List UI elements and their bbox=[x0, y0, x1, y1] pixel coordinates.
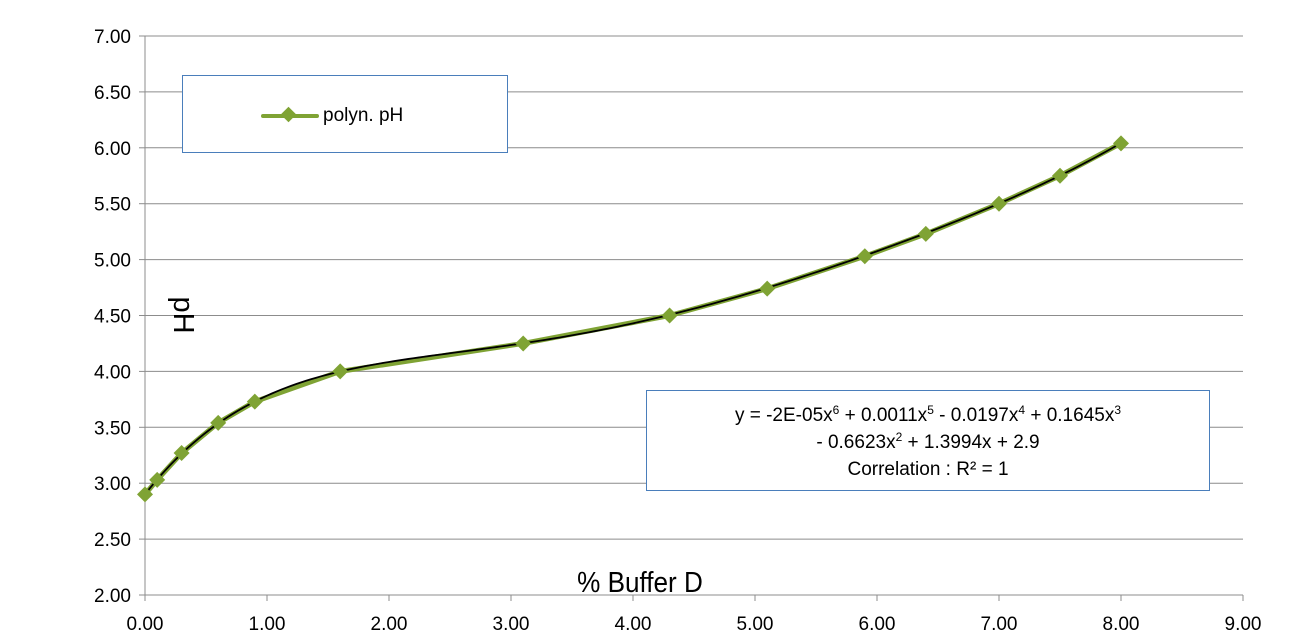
x-tick-label: 7.00 bbox=[981, 614, 1018, 635]
data-point bbox=[515, 335, 532, 352]
data-point bbox=[856, 248, 873, 265]
data-point bbox=[246, 393, 263, 410]
x-tick-label: 1.00 bbox=[249, 614, 286, 635]
data-point bbox=[149, 471, 166, 488]
legend: polyn. pH bbox=[182, 75, 508, 153]
y-tick-label: 4.00 bbox=[94, 362, 131, 383]
y-tick-label: 6.50 bbox=[94, 83, 131, 104]
y-axis-title: pH bbox=[167, 296, 199, 333]
y-tick-label: 5.00 bbox=[94, 251, 131, 272]
data-point bbox=[991, 195, 1007, 212]
data-point bbox=[917, 225, 934, 242]
y-tick-label: 6.00 bbox=[94, 139, 131, 160]
trendline-equation: y = -2E-05x6 + 0.0011x5 - 0.0197x4 + 0.1… bbox=[646, 390, 1210, 491]
data-point bbox=[1113, 135, 1129, 152]
x-axis-title: % Buffer D bbox=[577, 566, 703, 599]
data-point bbox=[661, 307, 678, 324]
data-point bbox=[137, 486, 153, 503]
data-point bbox=[173, 445, 190, 462]
x-tick-label: 6.00 bbox=[859, 614, 896, 635]
legend-label: polyn. pH bbox=[323, 105, 404, 126]
data-point bbox=[210, 414, 227, 431]
legend-swatch bbox=[261, 106, 319, 123]
y-tick-label: 5.50 bbox=[94, 195, 131, 216]
x-tick-label: 8.00 bbox=[1103, 614, 1140, 635]
x-tick-label: 0.00 bbox=[127, 614, 164, 635]
gridlines bbox=[145, 35, 1243, 540]
x-tick-label: 9.00 bbox=[1225, 614, 1262, 635]
correlation-text: Correlation : R² = 1 bbox=[847, 459, 1009, 480]
y-tick-label: 3.00 bbox=[94, 474, 131, 495]
data-point bbox=[332, 363, 349, 380]
y-tick-label: 7.00 bbox=[94, 27, 131, 48]
y-tick-labels: 2.00 2.50 3.00 3.50 4.00 4.50 5.00 5.50 6.00 6.50… bbox=[94, 27, 131, 607]
series-layer bbox=[137, 135, 1129, 503]
x-tick-label: 2.00 bbox=[371, 614, 408, 635]
y-tick-label: 2.50 bbox=[94, 530, 131, 551]
data-point bbox=[759, 280, 776, 297]
x-tick-label: 4.00 bbox=[615, 614, 652, 635]
equation-line-2: - 0.6623x2 + 1.3994x + 2.9 bbox=[816, 430, 1040, 453]
x-tick-label: 5.00 bbox=[737, 614, 774, 635]
x-tick-labels: 0.00 1.00 2.00 3.00 4.00 5.00 6.00 7.00 8.00 9.00 bbox=[127, 614, 1262, 635]
legend-diamond-icon bbox=[280, 106, 297, 123]
x-tick-label: 3.00 bbox=[493, 614, 530, 635]
data-point bbox=[1052, 167, 1068, 184]
equation-line-1: y = -2E-05x6 + 0.0011x5 - 0.0197x4 + 0.1… bbox=[734, 403, 1122, 426]
y-tick-label: 2.00 bbox=[94, 586, 131, 607]
trendline bbox=[144, 142, 1122, 495]
y-tick-label: 4.50 bbox=[94, 307, 131, 328]
y-tick-label: 3.50 bbox=[94, 418, 131, 439]
